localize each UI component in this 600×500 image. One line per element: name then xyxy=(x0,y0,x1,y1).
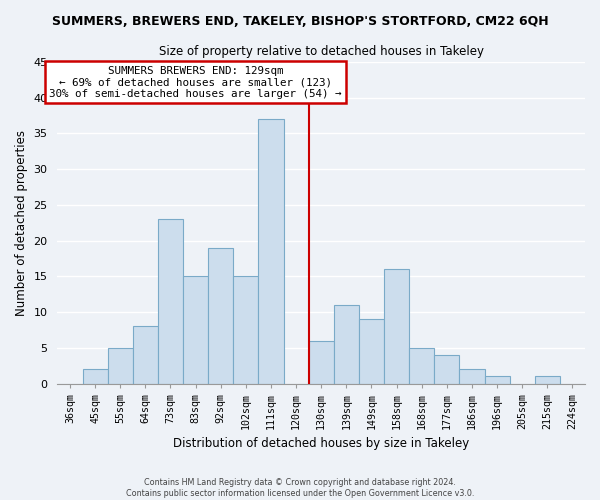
Text: SUMMERS BREWERS END: 129sqm
← 69% of detached houses are smaller (123)
30% of se: SUMMERS BREWERS END: 129sqm ← 69% of det… xyxy=(49,66,342,98)
Bar xyxy=(460,370,485,384)
Bar xyxy=(485,376,509,384)
Text: SUMMERS, BREWERS END, TAKELEY, BISHOP'S STORTFORD, CM22 6QH: SUMMERS, BREWERS END, TAKELEY, BISHOP'S … xyxy=(52,15,548,28)
Bar xyxy=(233,276,259,384)
Bar xyxy=(334,305,359,384)
Bar xyxy=(133,326,158,384)
Bar xyxy=(308,340,334,384)
Bar xyxy=(107,348,133,384)
Bar xyxy=(434,355,460,384)
Bar xyxy=(259,119,284,384)
X-axis label: Distribution of detached houses by size in Takeley: Distribution of detached houses by size … xyxy=(173,437,469,450)
Y-axis label: Number of detached properties: Number of detached properties xyxy=(15,130,28,316)
Bar xyxy=(208,248,233,384)
Bar xyxy=(83,370,107,384)
Bar xyxy=(535,376,560,384)
Bar xyxy=(359,320,384,384)
Bar xyxy=(183,276,208,384)
Bar xyxy=(158,219,183,384)
Bar xyxy=(409,348,434,384)
Bar xyxy=(384,270,409,384)
Title: Size of property relative to detached houses in Takeley: Size of property relative to detached ho… xyxy=(159,45,484,58)
Text: Contains HM Land Registry data © Crown copyright and database right 2024.
Contai: Contains HM Land Registry data © Crown c… xyxy=(126,478,474,498)
